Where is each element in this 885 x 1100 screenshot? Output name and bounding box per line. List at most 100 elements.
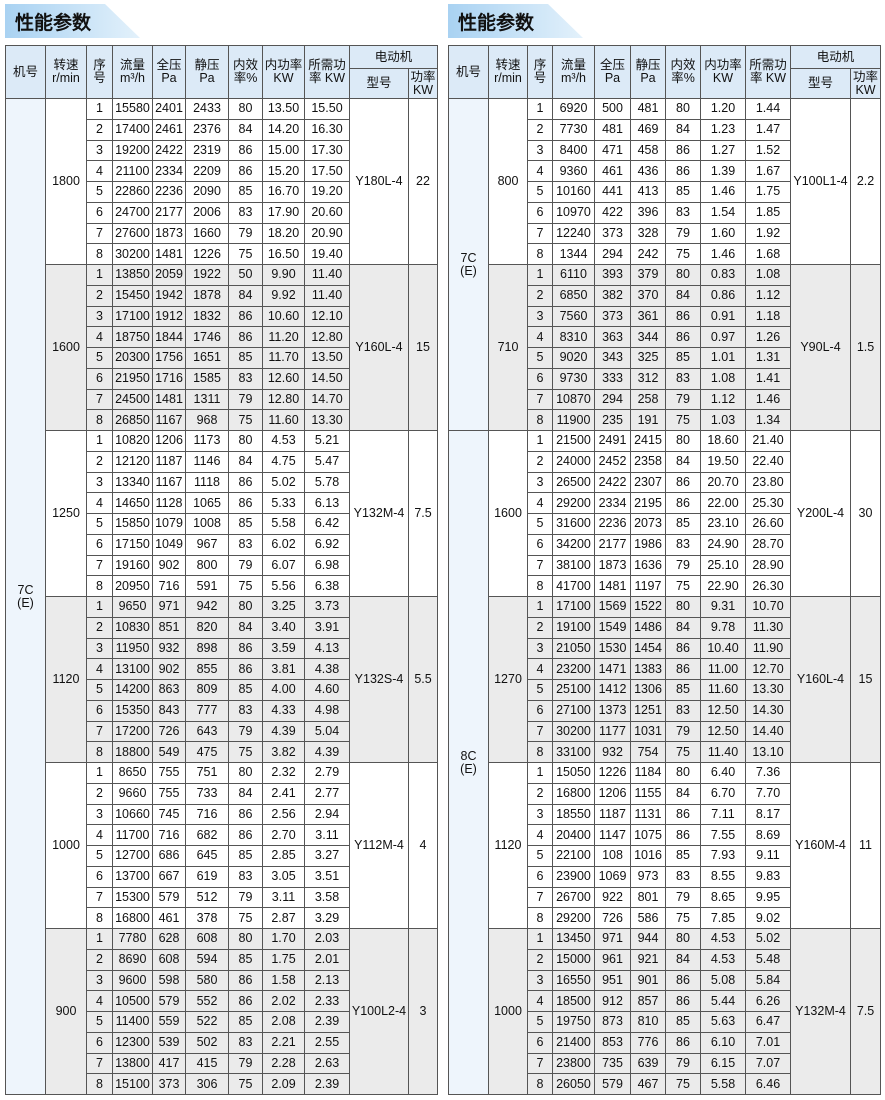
data-cell: 6.26 xyxy=(745,990,791,1012)
cell-line: 序 xyxy=(533,58,547,72)
data-cell: 8650 xyxy=(112,762,153,784)
data-cell: 2 xyxy=(527,118,553,141)
data-row: 6 23900 1069 973 83 8.55 9.83 xyxy=(449,865,881,888)
cell-line: KW xyxy=(273,71,294,85)
cell-line: KW xyxy=(412,82,434,97)
data-row: 3 8400 471 458 86 1.27 1.52 xyxy=(449,139,881,162)
data-cell: 86 xyxy=(228,969,263,992)
data-row: 7 13800 417 415 79 2.28 2.63 xyxy=(6,1052,438,1075)
data-cell: 85 xyxy=(665,845,701,867)
header-cell: 全压 Pa xyxy=(594,45,631,99)
data-row: 3 18550 1187 1131 86 7.11 8.17 xyxy=(449,803,881,826)
data-cell: 25.10 xyxy=(700,554,746,577)
cell-line: 所需功 xyxy=(308,58,346,72)
cell-line: 内效 xyxy=(670,58,696,72)
data-cell: 21500 xyxy=(552,430,595,452)
data-cell: 5.02 xyxy=(745,928,791,950)
data-cell: 12700 xyxy=(112,845,153,867)
data-cell: 1.75 xyxy=(262,948,305,971)
data-cell: 13700 xyxy=(112,865,153,888)
data-cell: 85 xyxy=(665,1011,701,1033)
data-cell: 1.31 xyxy=(745,347,791,369)
data-cell: 1.03 xyxy=(700,409,746,431)
data-cell: 85 xyxy=(665,513,701,535)
data-cell: 6.02 xyxy=(262,533,305,556)
data-cell: 6 xyxy=(527,201,553,224)
data-cell: 83 xyxy=(665,533,701,556)
data-cell: 24000 xyxy=(552,450,595,473)
data-cell: 1 xyxy=(527,98,553,120)
data-cell: 27600 xyxy=(112,222,153,245)
data-cell: 8 xyxy=(86,741,113,763)
data-cell: 38100 xyxy=(552,554,595,577)
data-cell: 619 xyxy=(185,865,229,888)
data-cell: 1873 xyxy=(152,222,186,245)
data-cell: 12.70 xyxy=(745,658,791,680)
data-row: 6 24700 2177 2006 83 17.90 20.60 xyxy=(6,201,438,224)
data-cell: 16.30 xyxy=(304,118,350,141)
data-cell: 1.12 xyxy=(745,284,791,307)
data-cell: 84 xyxy=(665,782,701,805)
data-row: 8 29200 726 586 75 7.85 9.02 xyxy=(449,907,881,929)
speed-cell: 1250 xyxy=(45,430,87,597)
data-cell: 83 xyxy=(665,201,701,224)
data-cell: 85 xyxy=(228,679,263,701)
data-cell: 84 xyxy=(665,284,701,307)
data-cell: 86 xyxy=(665,160,701,182)
data-cell: 1530 xyxy=(594,637,631,660)
data-row: 8 11900 235 191 75 1.03 1.34 xyxy=(449,409,881,431)
data-cell: 1 xyxy=(527,928,553,950)
cell-line: 静压 xyxy=(635,58,661,72)
data-cell: 5.44 xyxy=(700,990,746,1012)
data-row: 4 29200 2334 2195 86 22.00 25.30 xyxy=(449,492,881,514)
data-cell: 34200 xyxy=(552,533,595,556)
data-cell: 26700 xyxy=(552,886,595,909)
data-cell: 15580 xyxy=(112,98,153,120)
motor-power-cell: 11 xyxy=(849,762,882,929)
data-cell: 83 xyxy=(228,201,263,224)
data-cell: 5 xyxy=(527,679,553,701)
data-cell: 608 xyxy=(185,928,229,950)
data-cell: 29200 xyxy=(552,907,595,929)
header-row: 型号 功率 KW xyxy=(449,68,882,99)
data-cell: 968 xyxy=(185,409,229,431)
data-cell: 29200 xyxy=(552,492,595,514)
data-row: 7 27600 1873 1660 79 18.20 20.90 xyxy=(6,222,438,245)
data-cell: 951 xyxy=(594,969,631,992)
data-cell: 5.56 xyxy=(262,575,305,597)
data-cell: 86 xyxy=(228,305,263,328)
motor-power-cell: 15 xyxy=(407,264,439,431)
data-cell: 4 xyxy=(527,492,553,514)
data-cell: 84 xyxy=(228,616,263,639)
data-cell: 1173 xyxy=(185,430,229,452)
data-cell: 11900 xyxy=(552,409,595,431)
motor-power-cell: 2.2 xyxy=(849,98,882,265)
data-cell: 2422 xyxy=(594,471,631,494)
data-cell: 13450 xyxy=(552,928,595,950)
data-cell: 716 xyxy=(185,803,229,826)
data-row: 8 1344 294 242 75 1.46 1.68 xyxy=(449,243,881,265)
data-cell: 396 xyxy=(630,201,666,224)
data-cell: 8 xyxy=(527,243,553,265)
speed-cell: 1600 xyxy=(45,264,87,431)
data-cell: 22.40 xyxy=(745,450,791,473)
data-cell: 7.85 xyxy=(700,907,746,929)
data-cell: 5 xyxy=(527,347,553,369)
data-cell: 2 xyxy=(86,284,113,307)
data-cell: 921 xyxy=(630,948,666,971)
data-cell: 1912 xyxy=(152,305,186,328)
data-cell: 2.01 xyxy=(304,948,350,971)
data-row: 7 10870 294 258 79 1.12 1.46 xyxy=(449,388,881,411)
data-cell: 14.50 xyxy=(304,367,350,390)
data-cell: 79 xyxy=(228,720,263,743)
data-cell: 10830 xyxy=(112,616,153,639)
header-cell: 所需功率 KW xyxy=(745,45,791,99)
data-cell: 13340 xyxy=(112,471,153,494)
data-cell: 9600 xyxy=(112,969,153,992)
data-cell: 1549 xyxy=(594,616,631,639)
data-cell: 1 xyxy=(86,430,113,452)
data-cell: 21950 xyxy=(112,367,153,390)
data-cell: 12.50 xyxy=(700,699,746,722)
header-cell: 机号 xyxy=(5,45,46,99)
data-cell: 1 xyxy=(86,928,113,950)
